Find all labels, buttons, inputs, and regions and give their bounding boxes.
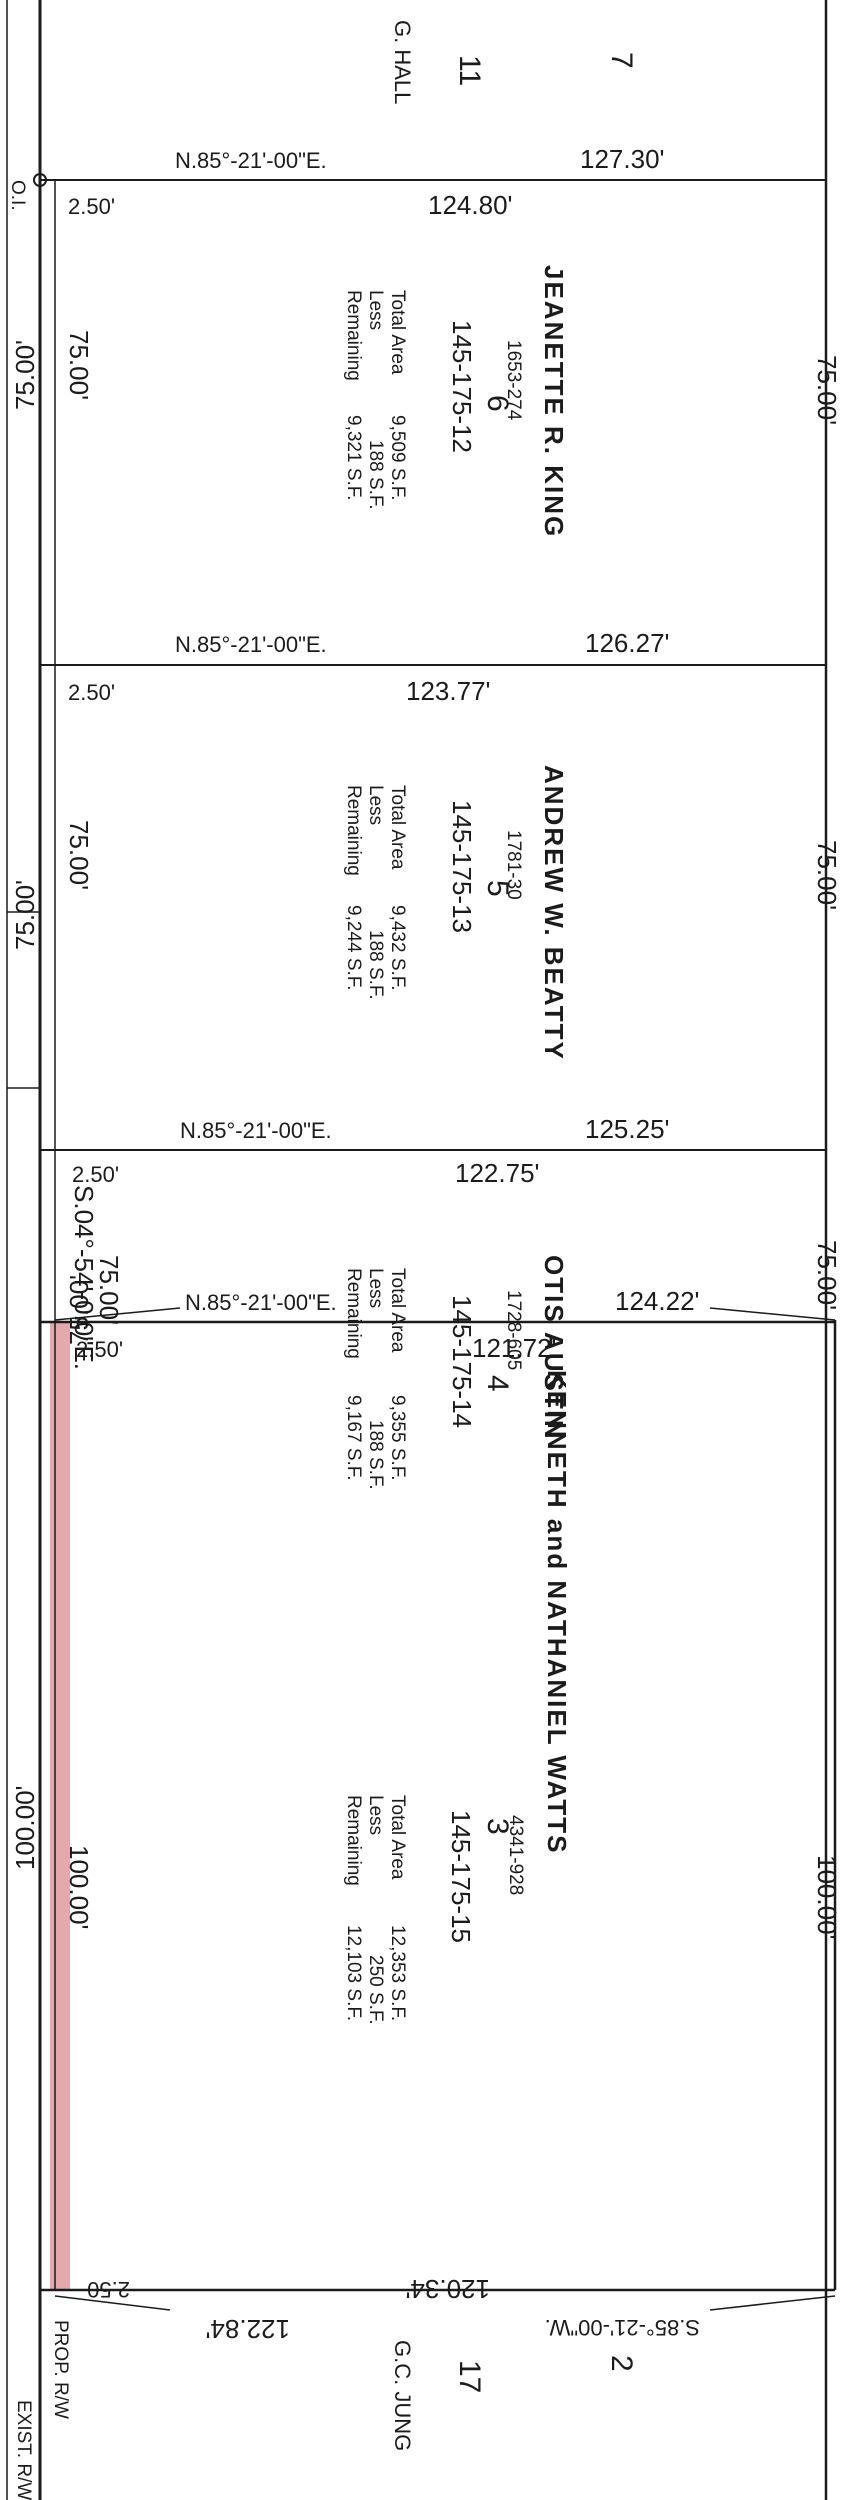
dim-arrow-right (709, 1307, 836, 1321)
taking-strip (50, 1322, 70, 2290)
lot3-total-label: Total Area (387, 1795, 408, 1880)
lot5-row-offset: 2.50' (68, 680, 115, 705)
lot5-number: 5 (481, 880, 514, 897)
lot6-less-label: Less (365, 290, 386, 330)
lot3-owner: KENNETH and NATHANIEL WATTS (542, 1370, 572, 1854)
lot6-owner: JEANETTE R. KING (539, 265, 569, 538)
margin-dist-2: 75.00' (10, 880, 40, 950)
lot3-total: 12,353 S.F. (387, 1925, 408, 2021)
lot3-east-dist: 100.00' (812, 1855, 842, 1940)
lot3-bottom-offset: 2.50 (87, 2277, 130, 2302)
lot6-remaining-label: Remaining (343, 290, 364, 381)
lot5-owner: ANDREW W. BEATTY (539, 765, 569, 1061)
lot6-inner-distance: 124.80' (428, 190, 513, 220)
lot6-book: 1653-274 (503, 340, 524, 421)
lot5-south-dist: 125.25' (585, 1114, 670, 1144)
lot3-book: 4341-928 (505, 1815, 526, 1895)
lot5-less: 188 S.F. (365, 930, 386, 1000)
dim-arrow-bottom-left (54, 2295, 171, 2311)
margin-dist-3: 75.00' (64, 1275, 94, 1345)
lot4-remaining: 9,167 S.F. (343, 1395, 364, 1481)
lot4-total-label: Total Area (387, 1268, 408, 1353)
lot-11-owner: G. HALL (390, 20, 415, 104)
lot-17-number: 17 (453, 2360, 486, 2393)
lot4-row-offset: 2.50' (72, 1162, 119, 1187)
lot4-bearing: S.04°-54'-0.0"E. (69, 1185, 99, 1370)
lot5-inner-distance: 123.77' (406, 676, 491, 706)
lot3-less: 250 S.F. (365, 1955, 386, 2025)
top-bearing: N.85°-21'-00"E. (175, 148, 327, 173)
oi-label: O.I. (7, 180, 28, 211)
lot6-total: 9,509 S.F. (387, 415, 408, 501)
lot-11-number: 11 (453, 55, 486, 86)
lot4-less: 188 S.F. (365, 1420, 386, 1490)
lot3-number: 3 (481, 1818, 514, 1835)
lot6-less: 188 S.F. (365, 440, 386, 510)
lot4-south-bearing: N.85°-21'-00"E. (185, 1290, 337, 1315)
lot4-number: 4 (481, 1375, 514, 1392)
lot4-remaining-label: Remaining (343, 1268, 364, 1359)
lot5-parcel-id: 145-175-13 (447, 800, 477, 933)
dim-arrow-left (54, 1307, 181, 1321)
lot4-owner: OTIS AUSTIN (539, 1255, 569, 1441)
lot3-remaining-label: Remaining (343, 1795, 364, 1886)
lot5-remaining: 9,244 S.F. (343, 905, 364, 991)
proposed-row-label: PROP. R/W (50, 2320, 71, 2419)
lot5-total-label: Total Area (387, 785, 408, 870)
lot6-number: 6 (481, 395, 514, 412)
lot4-west-dist: 75.00' (94, 1255, 124, 1325)
lot6-south-dist: 126.27' (585, 628, 670, 658)
lot6-east-dist: 75.00' (812, 355, 842, 425)
lot5-book: 1781-30 (503, 830, 524, 900)
lot6-row-offset: 2.50' (68, 194, 115, 219)
margin-dist-4: 100.00' (10, 1786, 40, 1871)
lot5-remaining-label: Remaining (343, 785, 364, 876)
oi-monument (33, 173, 47, 187)
lot4-book: 1728-605 (503, 1290, 524, 1370)
lot3-row-offset: 2.50' (76, 1337, 123, 1362)
top-distance: 127.30' (580, 144, 665, 174)
lot-17-owner: G.C. JUNG (390, 2340, 415, 2451)
lot6-total-label: Total Area (387, 290, 408, 375)
lot6-remaining: 9,321 S.F. (343, 415, 364, 501)
lot3-parcel-id: 145-175-15 (446, 1810, 476, 1943)
lot4-east-dist: 75.00' (812, 1240, 842, 1310)
lot3-less-label: Less (365, 1795, 386, 1835)
margin-dist-1: 75.00' (10, 340, 40, 410)
lot5-less-label: Less (365, 785, 386, 825)
lot6-west-dist: 75.00' (64, 330, 94, 400)
lot3-inner-distance: 121.72' (472, 1333, 557, 1363)
lot-7-number: 7 (605, 52, 638, 69)
lot4-total: 9,355 S.F. (387, 1395, 408, 1481)
existing-row-label: EXIST. R/W (13, 2400, 34, 2500)
lot4-south-dist: 124.22' (615, 1286, 700, 1316)
lot4-less-label: Less (365, 1268, 386, 1308)
lot3-south-bearing: S.85°-21'-00"W. (545, 2315, 700, 2340)
lot3-flipped-inner: 120.34' (406, 2274, 491, 2304)
dim-arrow-bottom-right (709, 2295, 836, 2311)
lot4-parcel-id: 145-175-14 (447, 1295, 477, 1428)
lot6-parcel-id: 145-175-12 (447, 320, 477, 453)
lot4-inner-distance: 122.75' (455, 1158, 540, 1188)
lot5-south-bearing: N.85°-21'-00"E. (180, 1118, 332, 1143)
lot3-south-dist: 122.84' (206, 2314, 291, 2344)
lot3-west-dist: 100.00' (64, 1845, 94, 1930)
lot6-south-bearing: N.85°-21'-00"E. (175, 632, 327, 657)
lot-2-number: 2 (605, 2355, 638, 2372)
lot5-east-dist: 75.00' (812, 840, 842, 910)
lot5-west-dist: 75.00' (64, 820, 94, 890)
lot5-total: 9,432 S.F. (387, 905, 408, 991)
lot3-remaining: 12,103 S.F. (343, 1925, 364, 2021)
